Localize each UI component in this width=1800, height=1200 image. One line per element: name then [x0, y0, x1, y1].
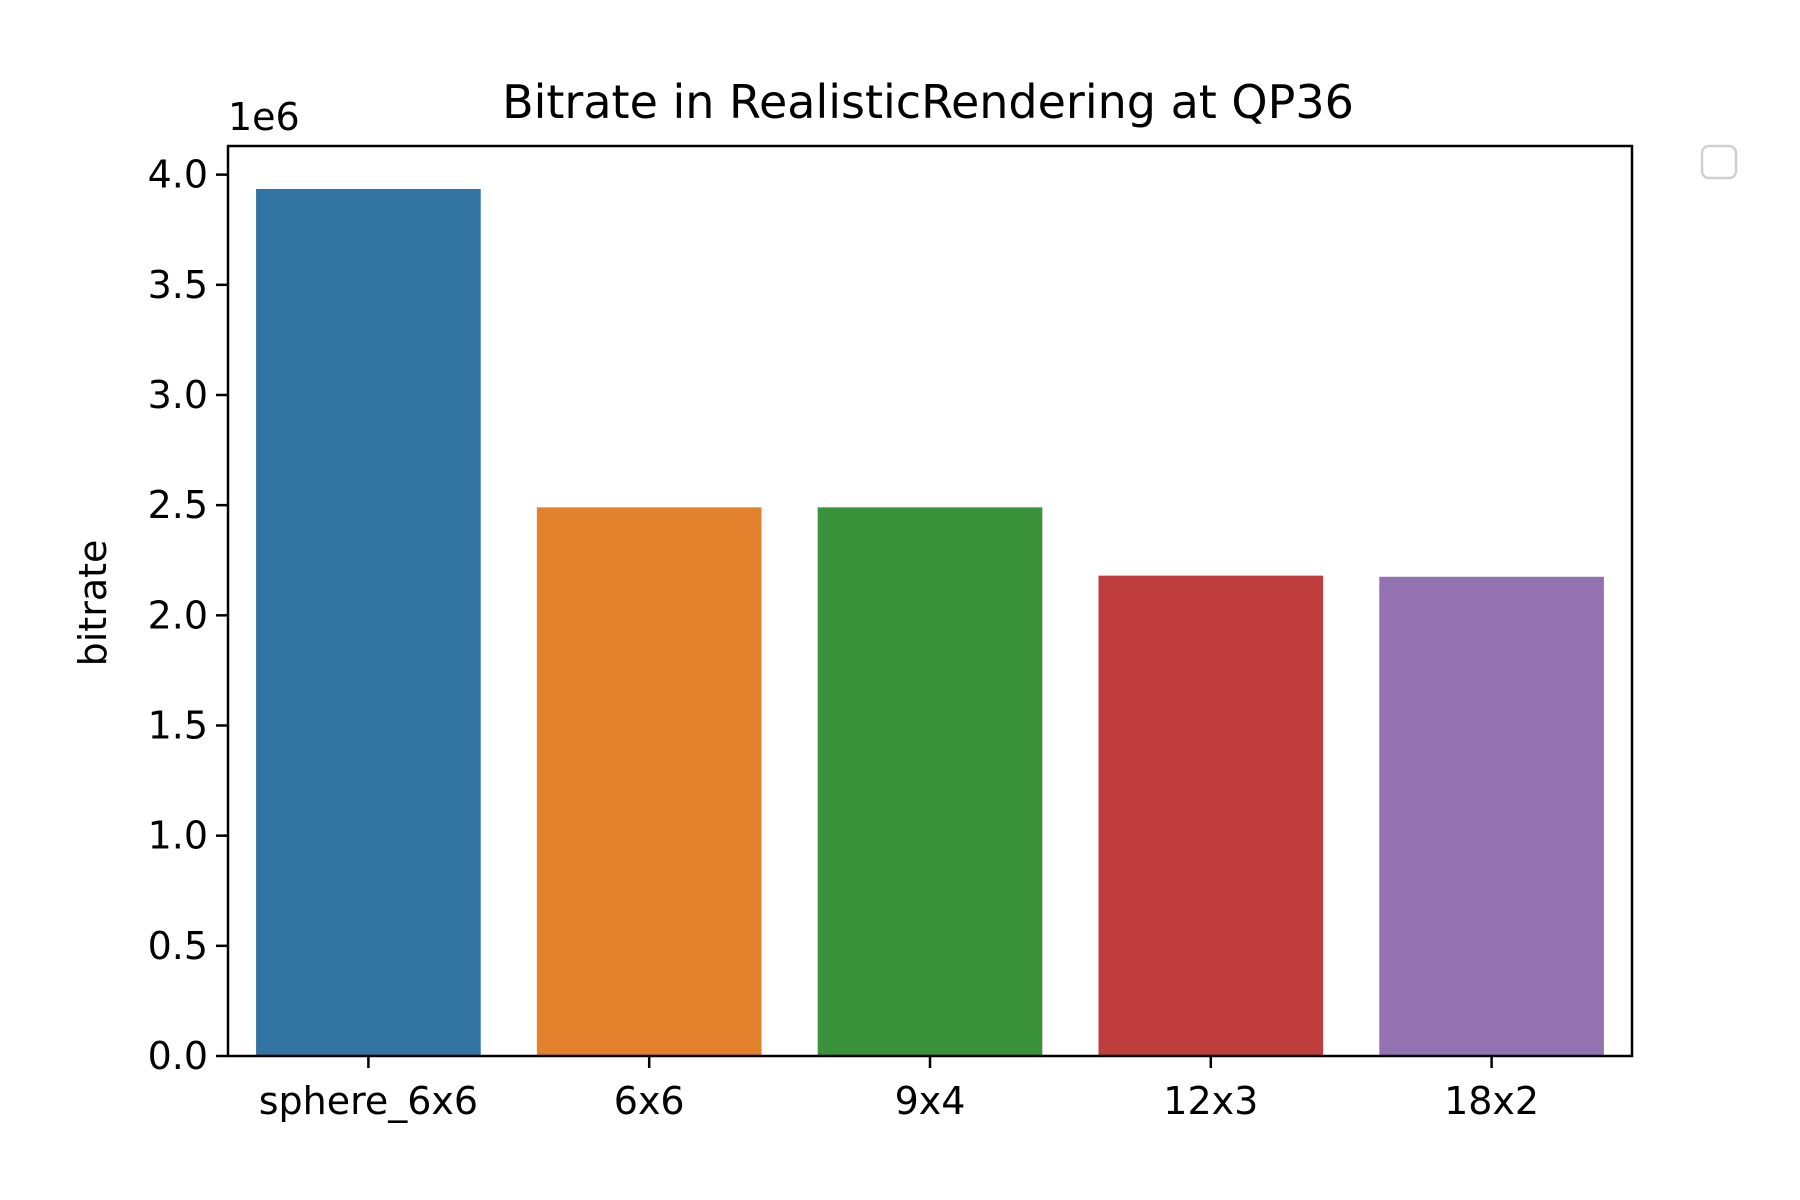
y-axis-label: bitrate	[71, 540, 115, 667]
y-tick-label: 4.0	[148, 153, 208, 197]
y-tick-label: 2.5	[148, 483, 208, 527]
y-tick-label: 2.0	[148, 593, 208, 637]
y-tick-label: 3.5	[148, 263, 208, 307]
y-axis-offset-label: 1e6	[228, 95, 300, 139]
x-axis-ticks: sphere_6x6 6x6 9x4 12x3 18x2	[259, 1056, 1539, 1123]
y-axis-ticks: 0.0 0.5 1.0 1.5 2.0 2.5 3.0 3.5 4.0	[148, 153, 228, 1078]
y-tick-label: 0.5	[148, 924, 208, 968]
x-tick-label: 6x6	[614, 1079, 685, 1123]
y-tick-label: 1.0	[148, 814, 208, 858]
bar-sphere_6x6	[256, 188, 481, 1057]
x-tick-label: 12x3	[1163, 1079, 1258, 1123]
x-tick-label: 9x4	[895, 1079, 966, 1123]
bar-18x2	[1379, 576, 1604, 1056]
bar-6x6	[536, 507, 762, 1056]
plot-frame	[226, 144, 1634, 1058]
x-tick-label: sphere_6x6	[259, 1079, 478, 1123]
x-tick-label: 18x2	[1444, 1079, 1539, 1123]
bar-12x3	[1098, 575, 1324, 1056]
bars-group	[256, 188, 1604, 1057]
y-tick-label: 0.0	[148, 1034, 208, 1078]
chart-title: Bitrate in RealisticRendering at QP36	[502, 75, 1354, 129]
bar-9x4	[817, 507, 1043, 1056]
y-tick-label: 1.5	[148, 703, 208, 747]
y-tick-label: 3.0	[148, 373, 208, 417]
legend-box[interactable]	[1700, 144, 1738, 180]
